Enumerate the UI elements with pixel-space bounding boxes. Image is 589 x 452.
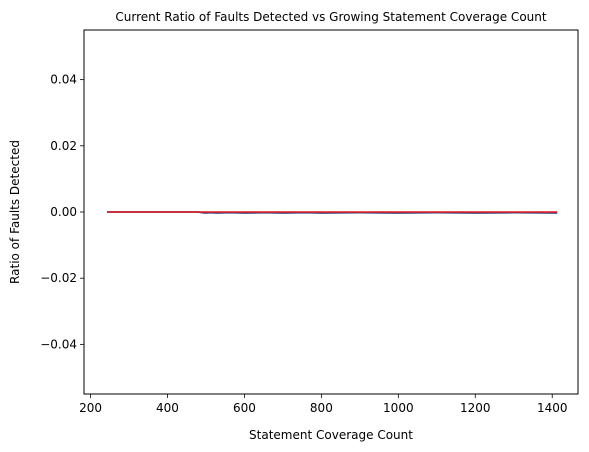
y-tick-label: −0.04 — [40, 337, 77, 351]
y-axis-label: Ratio of Faults Detected — [8, 140, 22, 284]
y-tick-label: 0.02 — [50, 139, 77, 153]
x-tick-label: 600 — [233, 401, 256, 415]
y-tick-label: 0.04 — [50, 73, 77, 87]
y-axis: −0.04 −0.02 0.00 0.02 0.04 — [40, 73, 84, 351]
x-tick-label: 1000 — [383, 401, 414, 415]
y-tick-label: 0.00 — [50, 205, 77, 219]
x-axis: 200 400 600 800 1000 1200 1400 — [79, 394, 567, 415]
x-tick-label: 1200 — [460, 401, 491, 415]
x-tick-label: 1400 — [537, 401, 568, 415]
plot-area — [107, 211, 558, 214]
chart-title: Current Ratio of Faults Detected vs Grow… — [115, 10, 546, 24]
x-tick-label: 200 — [79, 401, 102, 415]
x-axis-label: Statement Coverage Count — [249, 428, 413, 442]
y-tick-label: −0.02 — [40, 271, 77, 285]
x-tick-label: 400 — [156, 401, 179, 415]
x-tick-label: 800 — [310, 401, 333, 415]
